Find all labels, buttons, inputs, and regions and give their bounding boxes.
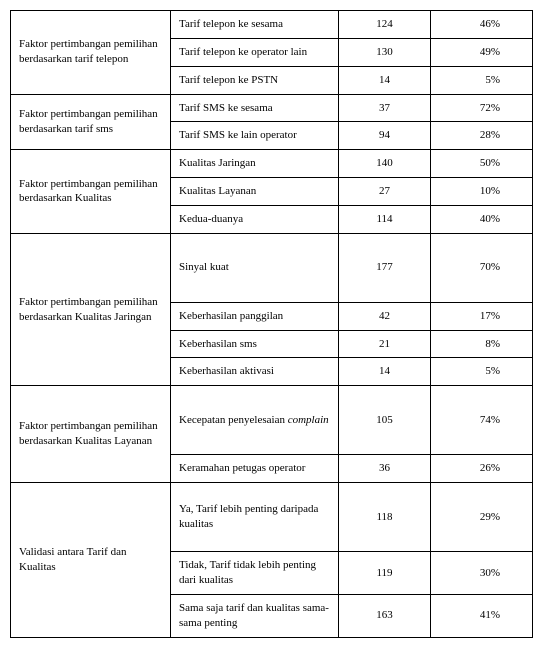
label-cell: Tarif telepon ke operator lain xyxy=(171,38,339,66)
pct-cell: 49% xyxy=(431,38,533,66)
label-cell: Tarif telepon ke sesama xyxy=(171,11,339,39)
count-cell: 94 xyxy=(339,122,431,150)
table-row: Validasi antara Tarif dan KualitasYa, Ta… xyxy=(11,483,533,552)
count-cell: 177 xyxy=(339,233,431,302)
table-row: Faktor pertimbangan pemilihan berdasarka… xyxy=(11,94,533,122)
pct-cell: 40% xyxy=(431,205,533,233)
label-cell: Kedua-duanya xyxy=(171,205,339,233)
pct-cell: 29% xyxy=(431,483,533,552)
count-cell: 42 xyxy=(339,302,431,330)
count-cell: 14 xyxy=(339,66,431,94)
label-cell: Tarif telepon ke PSTN xyxy=(171,66,339,94)
table-row: Faktor pertimbangan pemilihan berdasarka… xyxy=(11,386,533,455)
pct-cell: 10% xyxy=(431,178,533,206)
label-cell: Ya, Tarif lebih penting daripada kualita… xyxy=(171,483,339,552)
pct-cell: 26% xyxy=(431,455,533,483)
pct-cell: 72% xyxy=(431,94,533,122)
pct-cell: 30% xyxy=(431,552,533,595)
factor-cell: Validasi antara Tarif dan Kualitas xyxy=(11,483,171,637)
count-cell: 119 xyxy=(339,552,431,595)
pct-cell: 28% xyxy=(431,122,533,150)
label-cell: Kualitas Jaringan xyxy=(171,150,339,178)
label-cell: Sinyal kuat xyxy=(171,233,339,302)
count-cell: 124 xyxy=(339,11,431,39)
count-cell: 27 xyxy=(339,178,431,206)
label-cell: Tarif SMS ke sesama xyxy=(171,94,339,122)
count-cell: 105 xyxy=(339,386,431,455)
pct-cell: 70% xyxy=(431,233,533,302)
count-cell: 37 xyxy=(339,94,431,122)
label-cell: Tidak, Tarif tidak lebih penting dari ku… xyxy=(171,552,339,595)
count-cell: 163 xyxy=(339,594,431,637)
label-cell: Tarif SMS ke lain operator xyxy=(171,122,339,150)
table-row: Faktor pertimbangan pemilihan berdasarka… xyxy=(11,11,533,39)
label-cell: Keramahan petugas operator xyxy=(171,455,339,483)
count-cell: 114 xyxy=(339,205,431,233)
pct-cell: 5% xyxy=(431,358,533,386)
pct-cell: 74% xyxy=(431,386,533,455)
count-cell: 118 xyxy=(339,483,431,552)
label-cell: Kualitas Layanan xyxy=(171,178,339,206)
factor-cell: Faktor pertimbangan pemilihan berdasarka… xyxy=(11,94,171,150)
count-cell: 36 xyxy=(339,455,431,483)
factor-cell: Faktor pertimbangan pemilihan berdasarka… xyxy=(11,150,171,234)
pct-cell: 5% xyxy=(431,66,533,94)
pct-cell: 41% xyxy=(431,594,533,637)
label-cell: Keberhasilan aktivasi xyxy=(171,358,339,386)
count-cell: 21 xyxy=(339,330,431,358)
count-cell: 14 xyxy=(339,358,431,386)
pct-cell: 46% xyxy=(431,11,533,39)
label-cell: Sama saja tarif dan kualitas sama-sama p… xyxy=(171,594,339,637)
factors-table: Faktor pertimbangan pemilihan berdasarka… xyxy=(10,10,533,638)
factor-cell: Faktor pertimbangan pemilihan berdasarka… xyxy=(11,11,171,95)
label-cell: Keberhasilan sms xyxy=(171,330,339,358)
count-cell: 140 xyxy=(339,150,431,178)
label-cell: Kecepatan penyelesaian complain xyxy=(171,386,339,455)
table-row: Faktor pertimbangan pemilihan berdasarka… xyxy=(11,233,533,302)
factor-cell: Faktor pertimbangan pemilihan berdasarka… xyxy=(11,386,171,483)
pct-cell: 8% xyxy=(431,330,533,358)
label-cell: Keberhasilan panggilan xyxy=(171,302,339,330)
factor-cell: Faktor pertimbangan pemilihan berdasarka… xyxy=(11,233,171,386)
pct-cell: 50% xyxy=(431,150,533,178)
table-row: Faktor pertimbangan pemilihan berdasarka… xyxy=(11,150,533,178)
pct-cell: 17% xyxy=(431,302,533,330)
count-cell: 130 xyxy=(339,38,431,66)
